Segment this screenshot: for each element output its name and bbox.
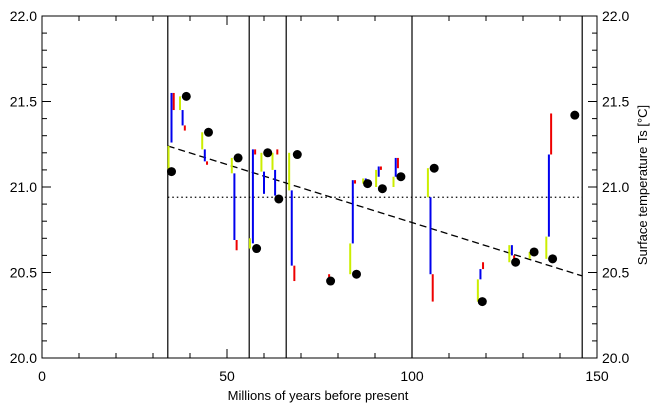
data-point — [570, 110, 580, 120]
data-point — [292, 150, 302, 160]
data-point — [529, 247, 539, 257]
data-point — [363, 179, 373, 189]
data-point — [326, 276, 336, 286]
y-tick-label-left: 20.5 — [10, 265, 37, 281]
segments-group — [167, 92, 553, 302]
y-tick-label-right: 21.5 — [602, 94, 629, 110]
data-point — [204, 127, 213, 137]
y-tick-label-left: 21.0 — [10, 179, 37, 195]
y-tick-labels-right: 20.0 20.5 21.0 21.5 22.0 — [602, 8, 629, 366]
y-axis-title-right: Surface temperature Ts [°C] — [635, 105, 650, 265]
data-point — [477, 297, 487, 307]
x-tick-label: 50 — [219, 368, 235, 384]
data-point — [252, 244, 262, 254]
points-group — [167, 91, 580, 307]
data-point — [233, 153, 243, 163]
data-point — [429, 163, 439, 173]
tick-marks-group — [41, 15, 598, 359]
y-tick-label-right: 21.0 — [602, 179, 629, 195]
data-point — [274, 194, 284, 204]
data-point — [377, 184, 387, 194]
vertical-lines-group — [167, 16, 583, 358]
x-axis-title: Millions of years before present — [228, 388, 409, 403]
y-tick-label-right: 20.0 — [602, 350, 629, 366]
data-point — [181, 91, 191, 101]
data-point — [396, 172, 406, 182]
x-tick-labels: 0 50 100 150 — [38, 368, 609, 384]
y-tick-label-right: 22.0 — [602, 8, 629, 24]
trend-dashed-line — [167, 145, 583, 277]
x-tick-label: 150 — [585, 368, 609, 384]
data-point — [548, 254, 558, 264]
y-tick-label-left: 22.0 — [10, 8, 37, 24]
y-tick-labels-left: 20.0 20.5 21.0 21.5 22.0 — [10, 8, 37, 366]
x-tick-label: 100 — [400, 368, 424, 384]
y-tick-label-left: 20.0 — [10, 350, 37, 366]
x-tick-label: 0 — [38, 368, 46, 384]
y-tick-label-left: 21.5 — [10, 94, 37, 110]
data-point — [511, 257, 521, 267]
data-point — [167, 167, 176, 177]
data-point — [352, 269, 361, 279]
y-tick-label-right: 20.5 — [602, 265, 629, 281]
plot-frame — [41, 15, 598, 359]
data-point — [263, 148, 273, 158]
